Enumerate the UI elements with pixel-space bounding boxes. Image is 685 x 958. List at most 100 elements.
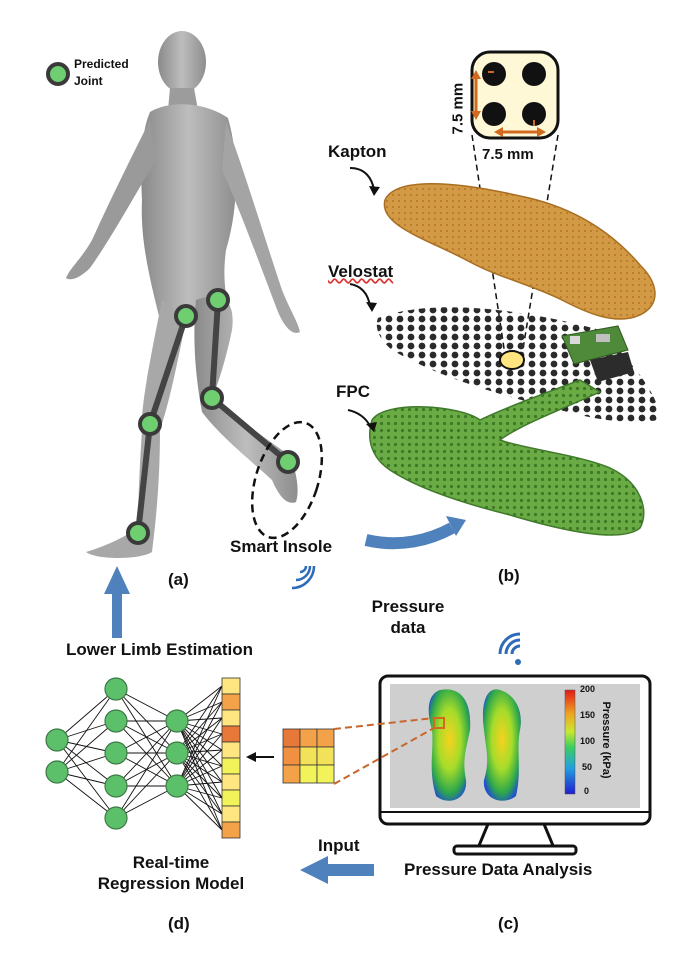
figure-front-arm <box>222 122 300 333</box>
figure-neck <box>168 88 198 110</box>
figure-back-leg <box>86 300 186 558</box>
input-grid-cell <box>316 764 335 784</box>
joint-ankle-back <box>126 521 150 545</box>
network-edge <box>176 752 223 815</box>
colorbar-tick-100: 100 <box>580 736 596 746</box>
input-label: Input <box>318 836 360 855</box>
fpc-layer <box>369 379 645 536</box>
network-edge <box>115 752 178 819</box>
input-grid-cell <box>299 764 318 784</box>
network-edge <box>56 688 117 741</box>
input-grid-cell <box>299 728 318 748</box>
pressure-map-right <box>482 689 521 801</box>
network-node <box>104 774 128 798</box>
network-node <box>104 677 128 701</box>
joint-hip-front <box>206 288 230 312</box>
network-nodes <box>45 677 189 830</box>
wireless-receive-icon <box>498 632 521 665</box>
network-edge <box>115 720 178 787</box>
sensor-highlight <box>499 350 525 370</box>
output-cell <box>221 773 241 791</box>
network-node <box>165 774 189 798</box>
insole-flow-arrow <box>364 522 455 550</box>
input-grid-cell <box>316 728 335 748</box>
output-column <box>221 677 241 839</box>
network-node <box>104 806 128 830</box>
network-node <box>165 741 189 765</box>
input-grid <box>282 728 335 784</box>
kapton-label: Kapton <box>328 142 387 161</box>
network-edge <box>115 720 178 819</box>
figure-torso <box>141 104 237 321</box>
network-node <box>104 741 128 765</box>
kapton-layer <box>383 183 656 320</box>
predicted-joints <box>126 288 300 545</box>
output-cell <box>221 725 241 743</box>
input-grid-cell <box>282 764 301 784</box>
magnifier-box <box>470 50 560 140</box>
wireless-transmit-icon <box>291 565 316 590</box>
colorbar-title: Pressure (kPa) <box>600 701 612 779</box>
colorbar <box>564 689 576 795</box>
limb-estimation-arrow <box>112 592 122 638</box>
network-edge <box>176 685 223 754</box>
joint-knee-front <box>200 386 224 410</box>
input-grid-cell <box>282 746 301 766</box>
monitor-stand <box>475 822 557 850</box>
colorbar-tick-150: 150 <box>580 710 596 720</box>
network-edge <box>176 685 223 787</box>
sample-projection-lines <box>333 717 435 785</box>
smart-insole-label: Smart Insole <box>230 537 333 556</box>
figure-back-arm <box>66 120 156 280</box>
circuit-board <box>561 325 634 382</box>
network-edge <box>176 717 223 787</box>
output-cell <box>221 789 241 807</box>
network-node <box>104 709 128 733</box>
velostat-label: Velostat <box>328 262 394 281</box>
colorbar-tick-200: 200 <box>580 684 596 694</box>
magnified-sensor-view <box>470 50 560 140</box>
output-cell <box>221 805 241 823</box>
dimension-horizontal: 7.5 mm <box>482 146 534 163</box>
input-arrow <box>326 864 374 876</box>
output-cell <box>221 693 241 711</box>
fpc-label: FPC <box>336 382 370 401</box>
panel-d-label: (d) <box>168 914 190 933</box>
network-edge <box>56 688 117 773</box>
figure-head <box>158 31 206 93</box>
joint-ankle-front <box>276 450 300 474</box>
joint-knee-back <box>138 412 162 436</box>
legend-joint-marker <box>46 62 70 86</box>
pressure-data-analysis-label: Pressure Data Analysis <box>404 860 593 879</box>
output-cell <box>221 821 241 839</box>
lower-limb-estimation-label: Lower Limb Estimation <box>66 640 254 659</box>
network-node <box>45 760 69 784</box>
network-edge <box>56 720 117 773</box>
output-cell <box>221 709 241 727</box>
joint-hip-back <box>174 304 198 328</box>
human-figure <box>66 31 324 558</box>
panel-b-label: (b) <box>498 566 520 585</box>
network-connections <box>56 685 223 831</box>
pressure-map-left <box>428 689 471 801</box>
foot-highlight-ellipse <box>250 420 324 540</box>
colorbar-tick-0: 0 <box>584 786 590 796</box>
pressure-sample-box <box>433 717 445 729</box>
pressure-data-label: Pressure data <box>371 597 445 637</box>
network-edge <box>56 739 117 787</box>
dimension-vertical: 7.5 mm <box>449 82 467 135</box>
panel-c-label: (c) <box>498 914 519 933</box>
output-cell <box>221 741 241 759</box>
network-node <box>45 728 69 752</box>
network-node <box>165 709 189 733</box>
output-cell <box>221 757 241 775</box>
colorbar-tick-50: 50 <box>582 762 593 772</box>
input-grid-cell <box>282 728 301 748</box>
output-cell <box>221 677 241 695</box>
network-edge <box>176 701 223 787</box>
network-edge <box>176 752 223 831</box>
skeleton-lines <box>135 299 290 534</box>
input-grid-cell <box>299 746 318 766</box>
